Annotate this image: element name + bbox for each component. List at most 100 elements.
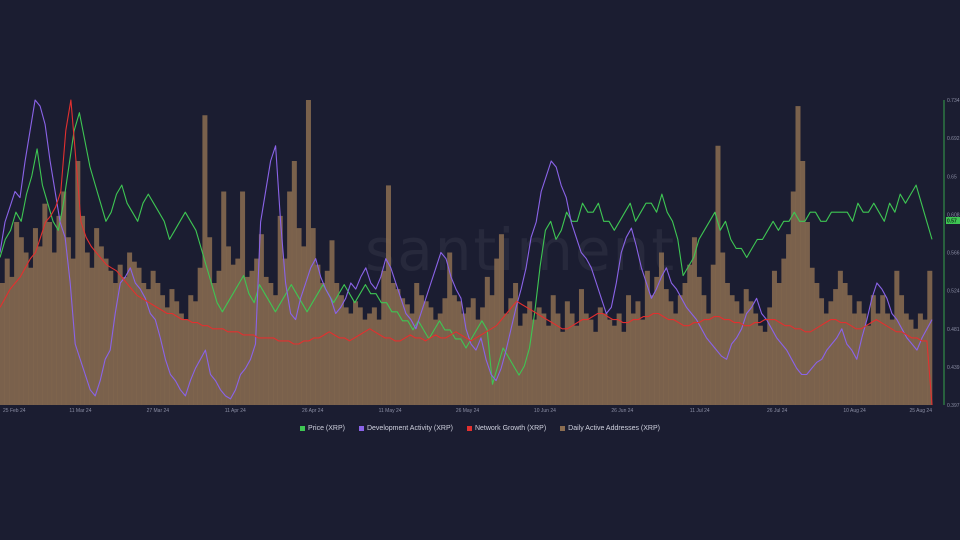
y-tick-label: 0.481 xyxy=(947,327,960,333)
daily-active-addresses-bar xyxy=(903,313,909,405)
daily-active-addresses-bar xyxy=(640,319,646,405)
legend-item-network-growth[interactable]: Network Growth (XRP) xyxy=(466,425,546,432)
daily-active-addresses-bar xyxy=(141,283,147,405)
daily-active-addresses-bar xyxy=(588,319,594,405)
daily-active-addresses-bar xyxy=(564,301,570,405)
daily-active-addresses-bar xyxy=(254,258,260,405)
daily-active-addresses-bar xyxy=(18,237,24,405)
y-tick-label: 0.65 xyxy=(947,174,957,180)
legend-item-development-activity[interactable]: Development Activity (XRP) xyxy=(358,425,453,432)
x-tick-label: 26 May 24 xyxy=(456,408,480,414)
daily-active-addresses-bar xyxy=(23,252,29,405)
daily-active-addresses-bar xyxy=(145,289,151,405)
daily-active-addresses-bar xyxy=(748,301,754,405)
daily-active-addresses-bar xyxy=(268,283,274,405)
daily-active-addresses-bar xyxy=(9,276,15,405)
x-tick-label: 11 Mar 24 xyxy=(69,408,91,414)
daily-active-addresses-bar xyxy=(197,267,203,405)
daily-active-addresses-bar xyxy=(701,295,707,405)
daily-active-addresses-bar xyxy=(334,283,340,405)
legend-swatch-daily-active-addresses xyxy=(560,426,566,431)
daily-active-addresses-bar xyxy=(635,301,641,405)
daily-active-addresses-bar xyxy=(456,301,462,405)
daily-active-addresses-bar xyxy=(607,319,613,405)
daily-active-addresses-bar xyxy=(833,289,839,405)
daily-active-addresses-bar xyxy=(527,301,533,405)
daily-active-addresses-bar xyxy=(381,270,387,405)
daily-active-addresses-bar xyxy=(851,313,857,405)
x-tick-label: 26 Jun 24 xyxy=(611,408,633,414)
daily-active-addresses-bar xyxy=(790,191,796,405)
daily-active-addresses-bar xyxy=(122,276,128,405)
daily-active-addresses-bar xyxy=(706,313,712,405)
daily-active-addresses-bar xyxy=(258,234,264,405)
daily-active-addresses-bar xyxy=(682,283,688,405)
daily-active-addresses-bar xyxy=(927,270,933,405)
daily-active-addresses-bar xyxy=(668,301,674,405)
daily-active-addresses-bar xyxy=(216,270,222,405)
daily-active-addresses-bar xyxy=(160,295,166,405)
daily-active-addresses-bar xyxy=(800,161,806,405)
daily-active-addresses-bar xyxy=(164,307,170,405)
legend-swatch-price xyxy=(300,426,306,431)
daily-active-addresses-bar xyxy=(75,161,81,405)
daily-active-addresses-bar xyxy=(225,246,231,405)
daily-active-addresses-bar xyxy=(103,258,109,405)
legend-label-daily-active-addresses: Daily Active Addresses (XRP) xyxy=(568,425,660,432)
daily-active-addresses-bar xyxy=(470,298,476,405)
daily-active-addresses-bar xyxy=(550,295,556,405)
daily-active-addresses-bar xyxy=(131,261,137,405)
development-activity-xrp-line xyxy=(0,99,933,400)
daily-active-addresses-bar xyxy=(894,270,900,405)
daily-active-addresses-bar xyxy=(687,264,693,405)
daily-active-addresses-bar xyxy=(814,283,820,405)
daily-active-addresses-bar xyxy=(922,319,928,405)
daily-active-addresses-bar xyxy=(329,240,335,405)
daily-active-addresses-bar xyxy=(753,313,759,405)
bars-layer xyxy=(0,100,933,405)
x-tick-label: 25 Feb 24 xyxy=(3,408,26,414)
x-tick-label: 26 Jul 24 xyxy=(767,408,788,414)
legend-item-price[interactable]: Price (XRP) xyxy=(300,425,345,432)
daily-active-addresses-bar xyxy=(644,270,650,405)
legend-label-price: Price (XRP) xyxy=(308,425,345,432)
legend: Price (XRP) Development Activity (XRP) N… xyxy=(0,425,960,432)
daily-active-addresses-bar xyxy=(42,203,48,405)
daily-active-addresses-bar xyxy=(884,313,890,405)
daily-active-addresses-bar xyxy=(136,267,142,405)
daily-active-addresses-bar xyxy=(616,313,622,405)
daily-active-addresses-bar xyxy=(880,295,886,405)
price-xrp-line xyxy=(0,112,933,385)
daily-active-addresses-bar xyxy=(61,191,67,405)
daily-active-addresses-bar xyxy=(428,307,434,405)
daily-active-addresses-bar xyxy=(819,298,825,405)
daily-active-addresses-bar xyxy=(371,307,377,405)
daily-active-addresses-bar xyxy=(649,295,655,405)
daily-active-addresses-bar xyxy=(14,222,20,405)
daily-active-addresses-bar xyxy=(447,252,453,405)
daily-active-addresses-bar xyxy=(828,301,834,405)
daily-active-addresses-bar xyxy=(155,283,161,405)
legend-swatch-development-activity xyxy=(358,426,364,431)
daily-active-addresses-bar xyxy=(240,191,246,405)
daily-active-addresses-bar xyxy=(574,325,580,405)
daily-active-addresses-bar xyxy=(508,298,514,405)
daily-active-addresses-bar xyxy=(230,264,236,405)
price-badge-text: 0.57 xyxy=(947,219,957,225)
x-tick-label: 10 Aug 24 xyxy=(843,408,866,414)
daily-active-addresses-bar xyxy=(541,313,547,405)
daily-active-addresses-bar xyxy=(724,283,730,405)
legend-item-daily-active-addresses[interactable]: Daily Active Addresses (XRP) xyxy=(560,425,660,432)
daily-active-addresses-bar xyxy=(324,270,330,405)
x-tick-label: 11 May 24 xyxy=(379,408,402,414)
daily-active-addresses-bar xyxy=(729,295,735,405)
daily-active-addresses-bar xyxy=(221,191,227,405)
daily-active-addresses-bar xyxy=(696,276,702,405)
daily-active-addresses-bar xyxy=(409,313,415,405)
daily-active-addresses-bar xyxy=(442,298,448,405)
daily-active-addresses-bar xyxy=(856,301,862,405)
daily-active-addresses-bar xyxy=(583,313,589,405)
daily-active-addresses-bar xyxy=(150,270,156,405)
daily-active-addresses-bar xyxy=(414,283,420,405)
daily-active-addresses-bar xyxy=(28,267,34,405)
